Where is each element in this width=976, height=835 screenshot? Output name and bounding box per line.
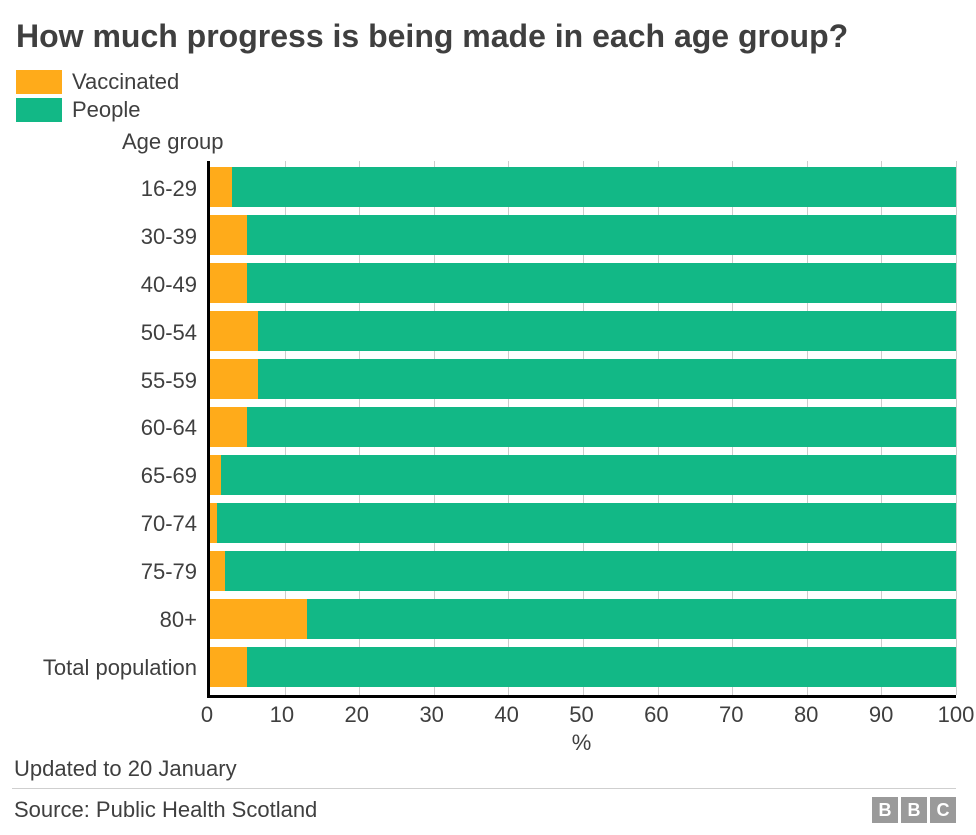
bar-row [210,359,956,399]
bar-row [210,311,956,351]
footer: Updated to 20 January Source: Public Hea… [12,756,956,823]
bar-segment-people [247,407,956,447]
legend-item-vaccinated: Vaccinated [16,69,956,95]
grid-line [956,161,957,695]
bar-row [210,551,956,591]
y-axis-label: Total population [12,648,197,688]
bar-segment-people [247,647,956,687]
legend-swatch-vaccinated [16,70,62,94]
bars [210,167,956,687]
x-axis-tick-label: 70 [719,702,743,728]
source-text: Source: Public Health Scotland [12,797,317,823]
y-axis-label: 50-54 [12,313,197,353]
x-axis-tick-label: 40 [494,702,518,728]
x-axis-tick-label: 0 [201,702,213,728]
bbc-logo: B B C [872,797,956,823]
bar-row [210,167,956,207]
x-axis-tick-label: 20 [345,702,369,728]
bar-segment-vaccinated [210,455,221,495]
bar-segment-vaccinated [210,407,247,447]
bbc-logo-box: B [901,797,927,823]
y-axis-labels: 16-29 30-39 40-49 50-54 55-59 60-64 65-69 70-74… [12,161,207,698]
bbc-logo-box: B [872,797,898,823]
bar-segment-people [247,263,956,303]
footer-divider [12,788,956,789]
updated-footnote: Updated to 20 January [12,756,956,782]
bar-segment-vaccinated [210,551,225,591]
x-axis-ticks: 0102030405060708090100 [207,698,956,728]
bar-row [210,215,956,255]
y-axis-label: 75-79 [12,552,197,592]
bar-row [210,647,956,687]
legend-swatch-people [16,98,62,122]
bar-segment-people [221,455,956,495]
plot-area [207,161,956,698]
y-axis-label: 16-29 [12,169,197,209]
x-axis-title: % [207,730,956,756]
bar-row [210,263,956,303]
x-axis-tick-label: 50 [569,702,593,728]
bar-segment-vaccinated [210,359,258,399]
bar-row [210,599,956,639]
y-axis-label: 65-69 [12,456,197,496]
bar-segment-vaccinated [210,167,232,207]
y-axis-label: 30-39 [12,217,197,257]
bar-segment-vaccinated [210,311,258,351]
legend-label-vaccinated: Vaccinated [72,69,179,95]
x-axis-tick-label: 90 [869,702,893,728]
x-axis-tick-label: 30 [419,702,443,728]
legend-label-people: People [72,97,141,123]
y-axis-label: 70-74 [12,504,197,544]
bar-segment-vaccinated [210,263,247,303]
chart: 16-29 30-39 40-49 50-54 55-59 60-64 65-69 70-74… [12,161,956,756]
chart-title: How much progress is being made in each … [12,18,956,55]
bar-segment-people [225,551,956,591]
bar-segment-people [232,167,956,207]
bar-segment-people [258,359,956,399]
x-axis-tick-label: 80 [794,702,818,728]
x-axis-tick-label: 10 [270,702,294,728]
bar-segment-vaccinated [210,599,307,639]
bar-segment-vaccinated [210,215,247,255]
bar-row [210,407,956,447]
bar-segment-people [217,503,956,543]
y-axis-label: 60-64 [12,408,197,448]
legend-item-people: People [16,97,956,123]
x-axis-tick-label: 60 [644,702,668,728]
y-axis-title: Age group [12,129,956,155]
bar-segment-vaccinated [210,503,217,543]
bar-segment-people [307,599,956,639]
bar-segment-vaccinated [210,647,247,687]
bbc-logo-box: C [930,797,956,823]
bar-row [210,455,956,495]
x-axis-tick-label: 100 [938,702,975,728]
y-axis-label: 55-59 [12,361,197,401]
y-axis-label: 80+ [12,600,197,640]
bar-segment-people [247,215,956,255]
bar-segment-people [258,311,956,351]
y-axis-label: 40-49 [12,265,197,305]
bar-row [210,503,956,543]
legend: Vaccinated People [12,69,956,123]
